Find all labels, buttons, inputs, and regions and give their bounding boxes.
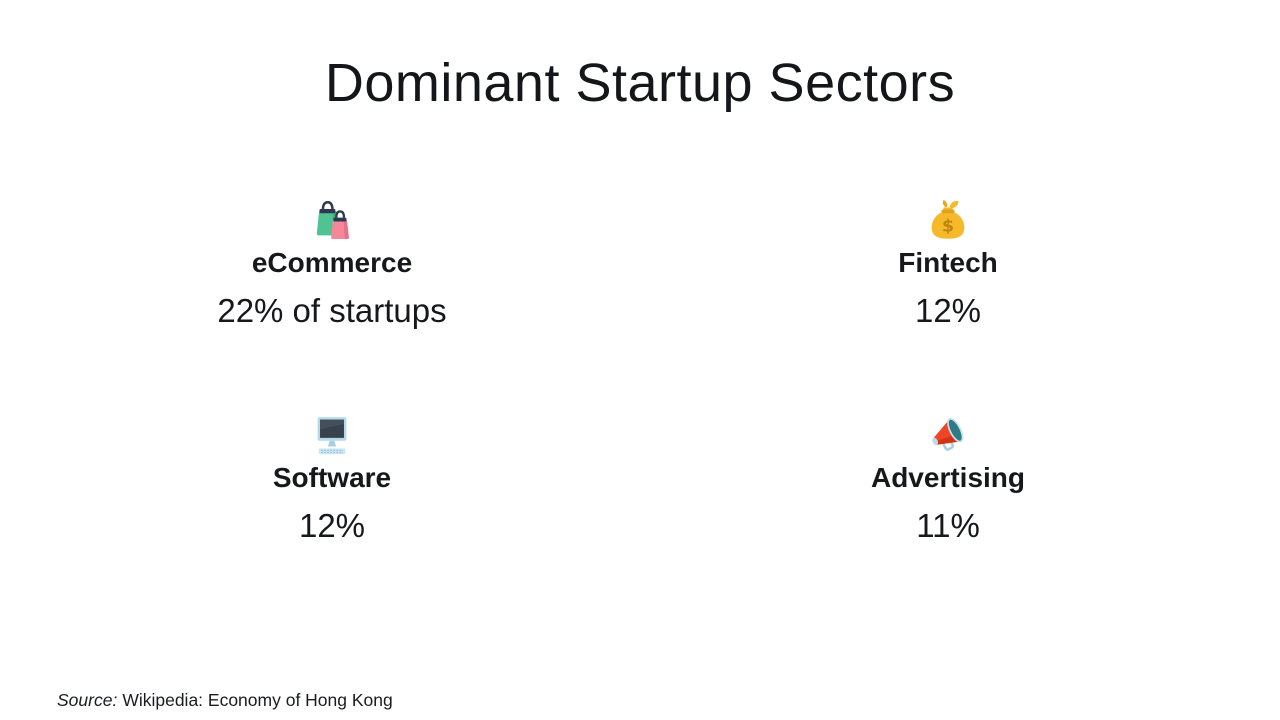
sector-card-ecommerce: eCommerce 22% of startups <box>24 197 640 330</box>
desktop-computer-icon <box>309 412 355 458</box>
sector-card-software: Software 12% <box>24 412 640 545</box>
sector-name: Advertising <box>870 462 1026 494</box>
sector-name: Fintech <box>898 247 998 278</box>
source-prefix: Source: <box>57 690 118 710</box>
sector-value: 12% <box>298 507 366 545</box>
page-title: Dominant Startup Sectors <box>324 53 956 113</box>
sector-name: eCommerce <box>251 247 413 278</box>
source-text: Wikipedia: Economy of Hong Kong <box>122 690 393 710</box>
sector-value: 11% <box>916 507 980 545</box>
sector-card-advertising: Advertising 11% <box>640 412 1256 545</box>
sector-name: Software <box>272 462 392 494</box>
shopping-bags-icon <box>309 197 355 243</box>
source-line: Source: Wikipedia: Economy of Hong Kong <box>57 690 393 711</box>
sector-grid: eCommerce 22% of startups $ Fintech 12% <box>24 197 1256 545</box>
megaphone-icon <box>925 412 971 458</box>
sector-card-fintech: $ Fintech 12% <box>640 197 1256 330</box>
money-bag-icon: $ <box>925 197 971 243</box>
sector-value: 22% of startups <box>217 292 447 330</box>
sector-value: 12% <box>914 292 982 330</box>
svg-text:$: $ <box>942 217 954 237</box>
